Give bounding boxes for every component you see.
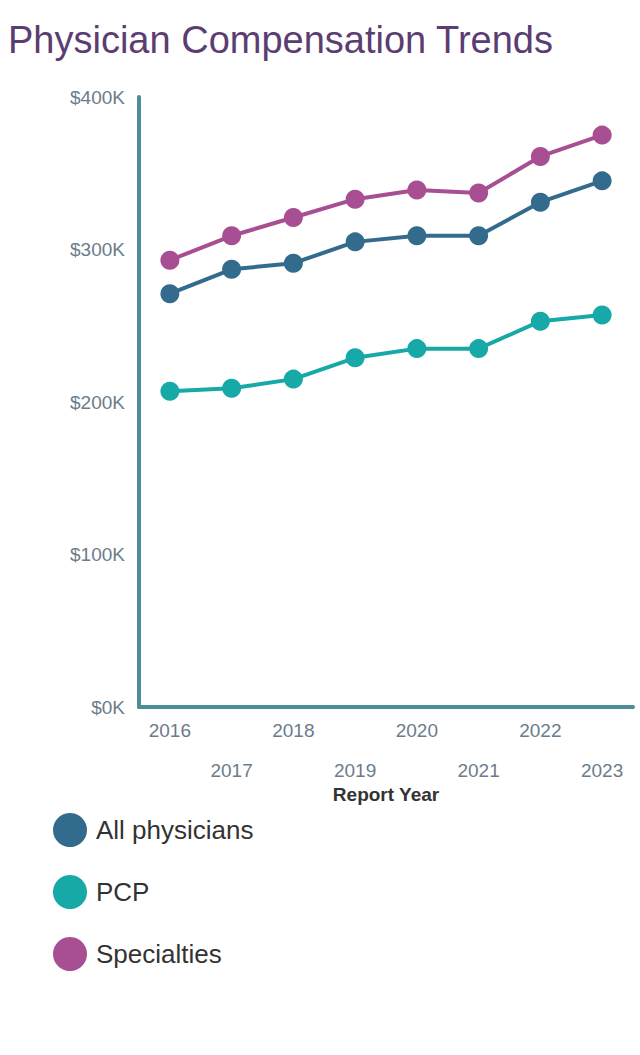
svg-text:2019: 2019 bbox=[334, 760, 376, 781]
svg-text:2018: 2018 bbox=[272, 720, 314, 741]
svg-text:2020: 2020 bbox=[396, 720, 438, 741]
svg-text:2017: 2017 bbox=[210, 760, 252, 781]
svg-text:$0K: $0K bbox=[91, 697, 125, 718]
svg-text:2022: 2022 bbox=[519, 720, 561, 741]
svg-text:Specialties: Specialties bbox=[96, 939, 222, 969]
svg-text:Physician Compensation Trends: Physician Compensation Trends bbox=[8, 19, 553, 61]
svg-text:PCP: PCP bbox=[96, 877, 149, 907]
svg-text:2021: 2021 bbox=[457, 760, 499, 781]
svg-text:Report Year: Report Year bbox=[333, 784, 440, 805]
svg-text:All physicians: All physicians bbox=[96, 815, 254, 845]
svg-text:$300K: $300K bbox=[70, 239, 125, 260]
svg-text:$400K: $400K bbox=[70, 87, 125, 108]
svg-text:$100K: $100K bbox=[70, 544, 125, 565]
svg-text:2023: 2023 bbox=[581, 760, 623, 781]
svg-text:2016: 2016 bbox=[149, 720, 191, 741]
svg-text:$200K: $200K bbox=[70, 392, 125, 413]
